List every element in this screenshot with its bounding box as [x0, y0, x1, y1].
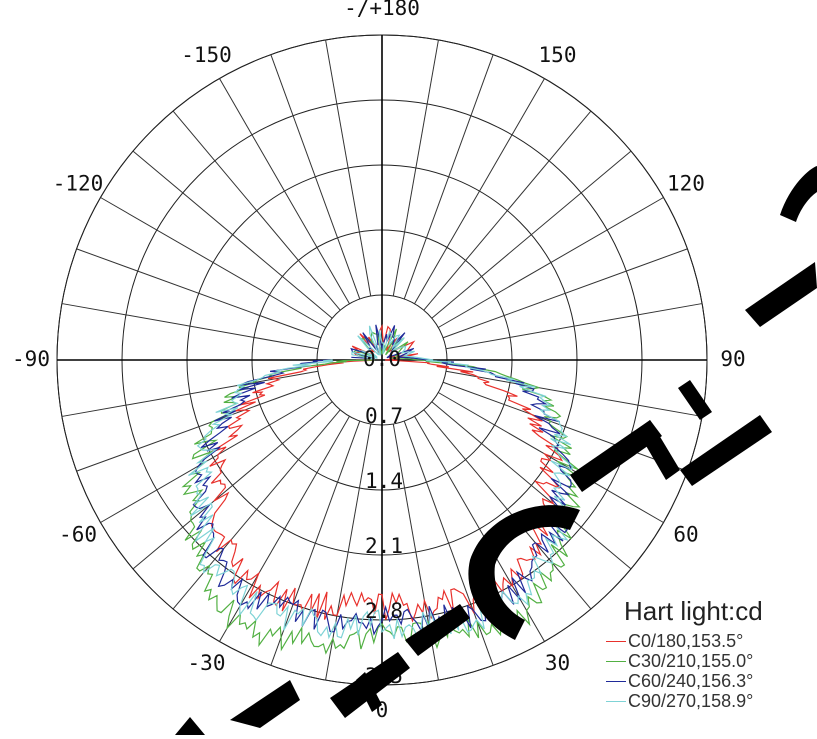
radial-tick-label: 0.7 — [365, 404, 403, 428]
grid-spoke — [445, 303, 703, 350]
legend-swatch — [606, 640, 626, 642]
radial-tick-label: 0.0 — [363, 347, 401, 371]
grid-spoke — [172, 409, 341, 610]
radial-tick-label: 2.8 — [365, 599, 403, 623]
legend-title: Hart light:cd — [624, 596, 763, 626]
grid-spoke — [219, 78, 350, 304]
angle-label: -120 — [53, 172, 104, 196]
angle-label: 0 — [376, 698, 389, 722]
legend-items: C0/180,153.5° C30/210,155.0° C60/240,156.3… — [606, 631, 816, 711]
angle-label: 90 — [720, 347, 745, 371]
grid-spoke — [100, 197, 326, 328]
legend-label: C30/210,155.0° — [628, 650, 754, 671]
angle-label: 150 — [539, 43, 577, 67]
grid-spoke — [132, 401, 333, 570]
angle-label: 60 — [673, 523, 698, 547]
legend-item: C30/210,155.0° — [606, 651, 816, 671]
grid-spoke — [76, 248, 322, 339]
grid-spoke — [270, 420, 361, 666]
grid-spoke — [172, 110, 341, 311]
legend-label: C60/240,156.3° — [628, 670, 754, 691]
legend-swatch — [606, 680, 626, 682]
grid-spoke — [132, 150, 333, 319]
grid-spoke — [61, 303, 319, 350]
radial-tick-label: 3.5 — [365, 664, 403, 688]
legend-swatch — [606, 660, 626, 662]
grid-spoke — [270, 54, 361, 300]
grid-spoke — [438, 392, 664, 523]
grid-spoke — [100, 392, 326, 523]
angle-label: -/+180 — [344, 0, 420, 20]
angle-label: 120 — [667, 172, 705, 196]
angle-label: 30 — [545, 651, 570, 675]
angle-label: -60 — [59, 523, 97, 547]
grid-spoke — [438, 197, 664, 328]
grid-spoke — [442, 248, 688, 339]
legend-label: C0/180,153.5° — [628, 630, 744, 651]
legend-item: C0/180,153.5° — [606, 631, 816, 651]
legend-swatch — [606, 700, 626, 702]
grid-spoke — [403, 54, 494, 300]
legend-item: C60/240,156.3° — [606, 671, 816, 691]
angle-label: -30 — [188, 651, 226, 675]
chart-labels-group: -/+180 -150 150 -120 120 -90 90 -60 60 -30 30 0 0.0 0… — [12, 0, 746, 722]
grid-spoke — [61, 370, 319, 417]
series-line-0 — [209, 324, 564, 623]
grid-spoke — [76, 381, 322, 472]
grid-spoke — [445, 370, 703, 417]
grid-spoke — [423, 110, 592, 311]
legend-item: C90/270,158.9° — [606, 691, 816, 711]
grid-spoke — [392, 39, 439, 297]
grid-spoke — [414, 78, 545, 304]
angle-label: -150 — [181, 43, 232, 67]
angle-label: -90 — [12, 347, 50, 371]
grid-spoke — [431, 401, 632, 570]
grid-spoke — [325, 39, 372, 297]
legend-label: C90/270,158.9° — [628, 690, 754, 711]
grid-spoke — [431, 150, 632, 319]
radial-tick-label: 2.1 — [365, 534, 403, 558]
chart-legend: Hart light:cd C0/180,153.5° C30/210,155.0… — [606, 596, 816, 711]
radial-tick-label: 1.4 — [365, 469, 403, 493]
